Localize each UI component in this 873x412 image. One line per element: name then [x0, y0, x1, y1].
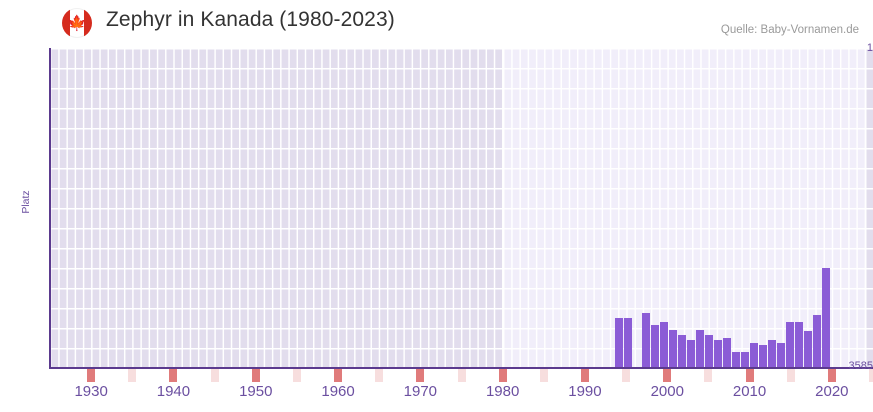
x-tick-minor-2025 — [869, 369, 873, 382]
bar-2018[interactable] — [786, 322, 794, 368]
x-axis-label-1970: 1970 — [403, 383, 438, 400]
y-tick-bottom: 3585 — [848, 360, 873, 372]
x-tick-major-1940 — [169, 369, 178, 382]
gridlines — [50, 48, 503, 368]
zone-after-range — [864, 48, 873, 368]
canada-flag-icon: 🍁 — [62, 8, 92, 38]
zone-before-range — [50, 48, 503, 368]
bar-2009[interactable] — [705, 335, 713, 368]
zone-highlight-range — [502, 48, 865, 368]
bar-2010[interactable] — [714, 340, 722, 368]
x-axis-label-1950: 1950 — [239, 383, 273, 400]
y-axis-label: Platz — [20, 190, 32, 214]
bar-2000[interactable] — [624, 318, 632, 368]
bar-2011[interactable] — [723, 338, 731, 368]
x-tick-major-1980 — [498, 369, 507, 382]
x-axis-label-2010: 2010 — [732, 383, 767, 400]
bar-2017[interactable] — [777, 343, 785, 368]
bar-2006[interactable] — [678, 335, 686, 368]
bar-2020[interactable] — [804, 331, 812, 368]
gridlines — [864, 48, 873, 368]
x-tick-minor-1965 — [375, 369, 384, 382]
x-axis-label-2000: 2000 — [650, 383, 684, 400]
bar-2008[interactable] — [696, 330, 704, 368]
y-axis-line — [49, 48, 51, 369]
bar-2007[interactable] — [687, 340, 695, 368]
x-tick-major-2000 — [663, 369, 672, 382]
x-axis-ticks — [0, 369, 873, 383]
x-tick-major-1960 — [334, 369, 343, 382]
x-axis-labels: 1930 1940 1950 1960 1970 1980 1990 2000 2010 2020 — [0, 383, 873, 411]
x-tick-minor-1975 — [457, 369, 466, 382]
x-tick-minor-2005 — [704, 369, 713, 382]
bar-2014[interactable] — [750, 343, 758, 368]
y-tick-top: 1 — [866, 42, 873, 54]
chart-header: 🍁 Zephyr in Kanada (1980-2023) Quelle: B… — [0, 0, 873, 48]
x-tick-minor-2015 — [786, 369, 795, 382]
x-tick-major-1950 — [251, 369, 260, 382]
x-axis-label-1990: 1990 — [568, 383, 602, 400]
page-title: Zephyr in Kanada (1980-2023) — [106, 8, 395, 31]
x-axis-label-2020: 2020 — [815, 383, 849, 400]
x-tick-major-2020 — [827, 369, 836, 382]
bar-2012[interactable] — [732, 352, 740, 368]
x-axis-label-1980: 1980 — [485, 383, 520, 400]
bar-2002[interactable] — [642, 313, 650, 368]
x-axis-label-1960: 1960 — [321, 383, 355, 400]
x-tick-major-1990 — [580, 369, 589, 382]
bar-2016[interactable] — [768, 340, 776, 368]
bar-2015[interactable] — [759, 345, 767, 368]
x-tick-minor-1945 — [210, 369, 219, 382]
bar-2013[interactable] — [741, 352, 749, 368]
x-tick-minor-1955 — [292, 369, 301, 382]
x-axis-label-1930: 1930 — [74, 383, 108, 400]
maple-leaf-icon: 🍁 — [67, 14, 87, 32]
bar-2004[interactable] — [660, 322, 668, 368]
source-label: Quelle: Baby-Vornamen.de — [720, 24, 859, 36]
x-tick-major-1970 — [416, 369, 425, 382]
x-tick-major-1930 — [87, 369, 96, 382]
flag-band-left — [62, 8, 70, 38]
x-tick-minor-1995 — [622, 369, 631, 382]
x-tick-major-2010 — [745, 369, 754, 382]
bar-2019[interactable] — [795, 322, 803, 368]
bar-1999[interactable] — [615, 318, 623, 368]
flag-band-right — [84, 8, 92, 38]
bar-2005[interactable] — [669, 330, 677, 368]
gridlines — [502, 48, 865, 368]
bar-2003[interactable] — [651, 325, 659, 368]
bar-2021[interactable] — [813, 315, 821, 368]
x-axis-line — [49, 367, 873, 369]
x-tick-minor-1935 — [128, 369, 137, 382]
plot-area — [50, 48, 873, 368]
x-tick-minor-1985 — [539, 369, 548, 382]
bar-2022[interactable] — [822, 268, 830, 368]
x-axis-label-1940: 1940 — [156, 383, 191, 400]
